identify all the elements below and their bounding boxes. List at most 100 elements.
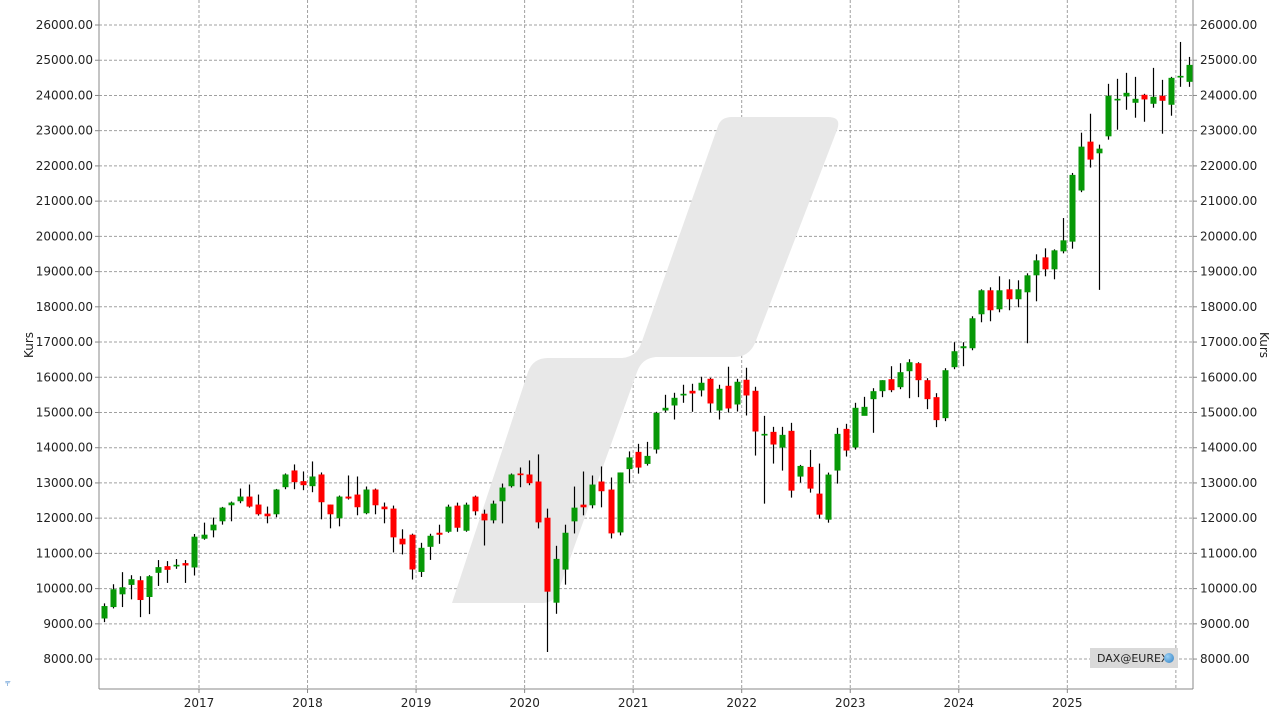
candle bbox=[418, 542, 425, 577]
candle-body bbox=[1114, 98, 1121, 101]
source-badge[interactable]: DAX@EUREX bbox=[1090, 648, 1178, 668]
y-tick-label-left: 23000.00 bbox=[36, 124, 93, 138]
candle bbox=[399, 529, 406, 555]
candle bbox=[725, 366, 732, 413]
y-tick-label-right: 11000.00 bbox=[1200, 546, 1257, 560]
candle-body bbox=[707, 378, 714, 404]
candle bbox=[571, 486, 578, 534]
y-tick-label-left: 11000.00 bbox=[36, 546, 93, 560]
candle-body bbox=[110, 589, 117, 608]
candle-body bbox=[246, 496, 253, 507]
candle-body bbox=[1123, 92, 1130, 97]
candle bbox=[526, 460, 533, 486]
y-tick-label-left: 17000.00 bbox=[36, 335, 93, 349]
candle bbox=[843, 423, 850, 457]
candle bbox=[427, 533, 434, 560]
candle bbox=[870, 388, 877, 433]
candle-body bbox=[354, 494, 361, 508]
candle-body bbox=[436, 532, 443, 535]
candle-body bbox=[969, 318, 976, 349]
candle-body bbox=[517, 473, 524, 476]
candle-body bbox=[381, 506, 388, 510]
candle-body bbox=[996, 290, 1003, 310]
candle bbox=[201, 522, 208, 540]
candle-body bbox=[716, 388, 723, 411]
candle bbox=[472, 495, 479, 516]
candle bbox=[137, 576, 144, 618]
candle-body bbox=[1006, 289, 1013, 300]
candle-body bbox=[1024, 275, 1031, 293]
y-tick-label-left: 26000.00 bbox=[36, 18, 93, 32]
candle-body bbox=[409, 534, 416, 570]
candle bbox=[1006, 279, 1013, 311]
candle bbox=[372, 488, 379, 515]
y-tick-label-right: 10000.00 bbox=[1200, 582, 1257, 596]
candle bbox=[852, 402, 859, 450]
candle bbox=[354, 476, 361, 516]
candle bbox=[1015, 280, 1022, 308]
candle bbox=[481, 509, 488, 546]
candle-body bbox=[1033, 260, 1040, 276]
candle-body bbox=[273, 489, 280, 515]
candle-body bbox=[255, 504, 262, 515]
candle bbox=[797, 464, 804, 483]
candle-body bbox=[553, 558, 560, 603]
candle bbox=[146, 575, 153, 615]
candle bbox=[173, 559, 180, 569]
candle-body bbox=[155, 567, 162, 573]
candle bbox=[454, 502, 461, 532]
y-tick-label-left: 10000.00 bbox=[36, 582, 93, 596]
candle-body bbox=[924, 380, 931, 400]
candle-body bbox=[454, 505, 461, 528]
candle bbox=[390, 505, 397, 553]
y-tick-labels: 8000.00 8000.00 9000.00 9000.00 10000.00 1000… bbox=[36, 18, 1258, 666]
candle bbox=[345, 475, 352, 500]
candle bbox=[1042, 248, 1049, 277]
candle-body bbox=[915, 363, 922, 381]
candle-body bbox=[626, 457, 633, 470]
grid bbox=[95, 0, 1197, 693]
x-tick-label: 2023 bbox=[835, 696, 866, 710]
y-tick-label-right: 16000.00 bbox=[1200, 370, 1257, 384]
candle bbox=[1159, 79, 1166, 134]
candle-body bbox=[725, 385, 732, 409]
candle-body bbox=[598, 481, 605, 492]
y-tick-label-right: 26000.00 bbox=[1200, 18, 1257, 32]
candle-body bbox=[589, 484, 596, 506]
candle-body bbox=[852, 407, 859, 448]
candle-body bbox=[535, 481, 542, 523]
candle bbox=[987, 287, 994, 322]
candle bbox=[1078, 132, 1085, 193]
candle-body bbox=[1087, 141, 1094, 160]
candle bbox=[409, 533, 416, 580]
candle-body bbox=[653, 412, 660, 450]
candle-body bbox=[897, 372, 904, 388]
x-tick-labels: 2017 2018 2019 2020 2021 2022 2023 2024 2025 bbox=[184, 696, 1083, 710]
y-tick-label-left: 16000.00 bbox=[36, 370, 93, 384]
candle-body bbox=[608, 489, 615, 534]
candle bbox=[228, 501, 235, 522]
candle bbox=[689, 383, 696, 412]
y-tick-label-right: 15000.00 bbox=[1200, 405, 1257, 419]
candle-body bbox=[101, 606, 108, 619]
candle bbox=[924, 378, 931, 410]
candles bbox=[101, 41, 1193, 653]
candle-body bbox=[427, 535, 434, 547]
candle bbox=[309, 461, 316, 493]
candle-body bbox=[752, 390, 759, 432]
chart-settings-icon[interactable]: ⫧ bbox=[5, 678, 11, 689]
candle-body bbox=[1159, 95, 1166, 101]
candle bbox=[716, 384, 723, 420]
y-tick-label-right: 22000.00 bbox=[1200, 159, 1257, 173]
candle-body bbox=[743, 379, 750, 396]
candle-body bbox=[445, 506, 452, 532]
candle bbox=[743, 367, 750, 416]
globe-icon[interactable] bbox=[1164, 653, 1174, 663]
candle-body bbox=[1105, 95, 1112, 137]
candle-body bbox=[128, 579, 135, 585]
candle bbox=[1168, 76, 1175, 116]
candle-body bbox=[1132, 98, 1139, 103]
candle-body bbox=[843, 428, 850, 451]
candle bbox=[969, 316, 976, 351]
candle bbox=[707, 377, 714, 413]
